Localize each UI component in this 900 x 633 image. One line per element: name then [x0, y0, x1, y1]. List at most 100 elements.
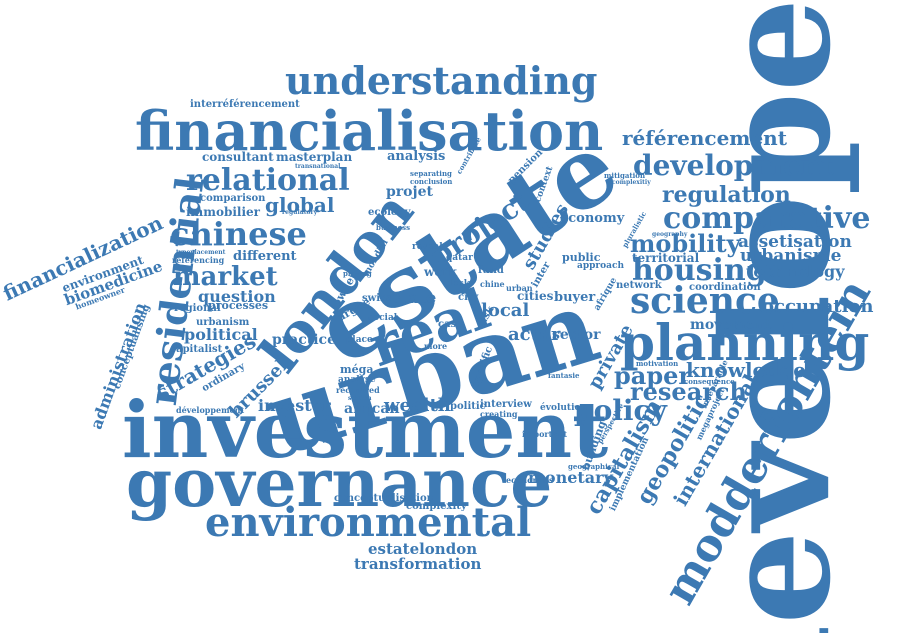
word-estatelondon: estatelondon: [368, 540, 478, 558]
word-creating: creating: [480, 409, 518, 419]
word-territorial: territorial: [632, 251, 700, 265]
word-financialisation: financialisation: [135, 99, 604, 163]
word-network: network: [616, 280, 662, 291]
word-policy: policy: [574, 394, 667, 427]
word-transnational: transnational: [295, 163, 341, 170]
word-complexity: complexity: [406, 501, 467, 512]
word-social: social: [368, 313, 398, 323]
word-urban-small: urban: [506, 283, 533, 293]
word-ecology: ecology: [368, 207, 411, 218]
word-political: political: [184, 325, 258, 344]
word-buyer: buyer: [554, 290, 596, 305]
word-governance: governance: [126, 444, 553, 522]
word-case: case: [438, 319, 463, 330]
word-african: african: [344, 401, 400, 417]
word-economies: economies: [506, 475, 554, 485]
word-playing: playing: [343, 269, 372, 278]
word-occupation: occupation: [762, 296, 874, 317]
word-geographical: geographical: [568, 462, 620, 471]
word-mitigation: mitigation: [604, 171, 646, 180]
word-assetisation: assetisation: [738, 232, 852, 252]
word-separating: separating: [410, 169, 452, 178]
word-recentred: recentred: [336, 385, 380, 395]
word-typeplacement: typeplacement: [176, 249, 226, 256]
word-question: question: [198, 287, 276, 306]
word-motivation: motivation: [636, 359, 679, 368]
word-global: global: [265, 193, 335, 217]
word-place: place: [346, 335, 373, 345]
word-economy: economy: [560, 211, 625, 226]
word-actor: actor: [508, 324, 561, 345]
word-regulatory: regulatory: [282, 209, 318, 216]
word-reveal: reveal: [412, 242, 443, 252]
word-regional: regional: [174, 303, 221, 314]
word-station: station: [348, 395, 372, 402]
word-state: state: [392, 288, 437, 307]
word-more: more: [424, 341, 448, 351]
word-coordination: coordination: [689, 282, 761, 293]
word-regulation: regulation: [662, 182, 791, 208]
word-interreferencement: interréférencement: [190, 99, 300, 110]
word-cities: cities: [517, 289, 554, 303]
word-evolution: évolution: [540, 403, 588, 413]
word-science: science: [630, 280, 780, 322]
word-swiss: swiss: [362, 293, 392, 304]
word-mobility: mobility: [630, 229, 741, 258]
word-research: research: [630, 377, 747, 406]
word-chinese: chinese: [170, 215, 307, 253]
word-dock: dock: [446, 279, 471, 289]
word-comparison: comparison: [200, 193, 266, 204]
word-interview: interview: [480, 399, 532, 410]
word-market: market: [173, 262, 278, 292]
word-investment: investment: [122, 385, 609, 476]
word-analysis: analysis: [387, 149, 446, 164]
word-approach: approach: [577, 261, 625, 271]
word-consequence: consequence: [684, 377, 735, 386]
word-urbanism: urbanism: [196, 317, 250, 328]
word-work: work: [424, 265, 457, 279]
word-practice: practice: [272, 332, 336, 348]
word-mega: méga: [340, 363, 374, 376]
word-development: development: [633, 149, 835, 182]
word-immobilier: immobilier: [186, 205, 260, 219]
word-developpement: développement: [176, 405, 245, 415]
word-investor: investor: [258, 396, 331, 415]
word-afrique: afrique: [592, 275, 620, 313]
word-transformation: transformation: [354, 555, 482, 573]
word-conceptualisation: conceptualisation: [334, 493, 434, 504]
word-chine: chine: [480, 279, 505, 289]
word-knowledge: knowledge: [686, 358, 806, 382]
word-paper: paper: [614, 361, 692, 390]
word-analyse: analyse: [338, 375, 376, 385]
word-public: public: [562, 251, 601, 264]
word-comparative: comparative: [663, 201, 871, 236]
word-planning: planning: [620, 313, 870, 372]
word-fund: fund: [478, 265, 504, 276]
word-capitalist: capitalist: [170, 344, 223, 355]
word-movement: movement: [690, 317, 772, 333]
word-referencement: référencement: [622, 126, 787, 150]
word-complexitiy: complexitiy: [612, 179, 651, 186]
word-processes: processes: [208, 299, 269, 312]
word-referencing: referencing: [172, 255, 225, 265]
word-local: local: [481, 300, 530, 321]
word-important: important: [522, 429, 568, 439]
word-wealth: wealth: [384, 395, 451, 416]
word-projet: projet: [386, 184, 433, 200]
word-monetary: monetary: [528, 468, 613, 487]
word-conclusion: conclusion: [410, 177, 453, 186]
word-fantasie: fantasie: [548, 371, 580, 380]
word-consultant: consultant: [202, 150, 274, 164]
word-understanding: understanding: [285, 58, 598, 103]
word-qatar: qatar: [446, 253, 473, 263]
word-environmental: environmental: [205, 499, 532, 546]
word-sector: sector: [552, 327, 601, 343]
word-masterplan: masterplan: [276, 150, 353, 164]
word-politic: politic: [450, 401, 486, 412]
word-city: city: [458, 292, 479, 303]
word-geography: geography: [652, 231, 688, 238]
word-relational: relational: [186, 163, 350, 198]
word-different: different: [233, 249, 297, 264]
word-technology: technology: [746, 262, 845, 281]
